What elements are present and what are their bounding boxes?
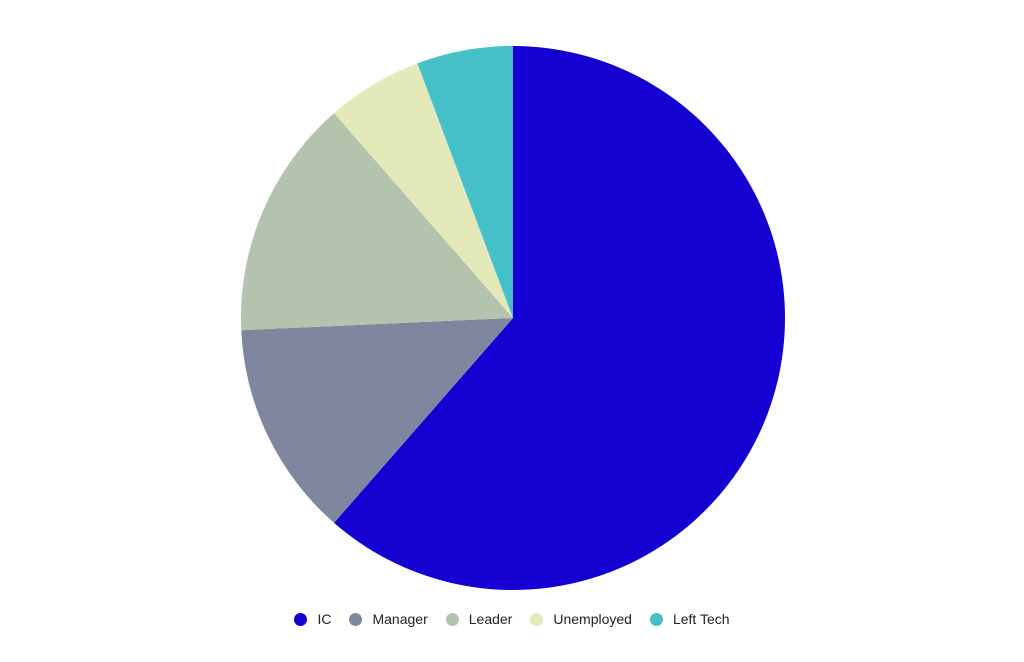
pie-slice-manager[interactable] [241, 318, 514, 523]
legend-item-ic[interactable]: IC [294, 611, 331, 627]
legend-swatch [294, 612, 308, 626]
pie-slice-left-tech[interactable] [417, 46, 513, 318]
legend-item-leader[interactable]: Leader [445, 611, 513, 627]
legend-label: Left Tech [672, 611, 730, 627]
legend-label: Manager [372, 611, 428, 627]
pie-slice-ic[interactable] [334, 46, 785, 590]
pie-slice-unemployed[interactable] [334, 63, 513, 318]
legend-label: Leader [468, 611, 513, 627]
legend: IC Manager Leader Unemployed Left Tech [0, 611, 1024, 627]
legend-item-unemployed[interactable]: Unemployed [530, 611, 632, 627]
pie-slice-leader[interactable] [241, 113, 513, 331]
legend-swatch [349, 612, 363, 626]
legend-swatch [649, 612, 663, 626]
legend-item-left-tech[interactable]: Left Tech [649, 611, 730, 627]
legend-label: Unemployed [553, 611, 632, 627]
legend-swatch [530, 612, 544, 626]
legend-label: IC [317, 611, 332, 627]
legend-item-manager[interactable]: Manager [349, 611, 428, 627]
legend-swatch [445, 612, 459, 626]
